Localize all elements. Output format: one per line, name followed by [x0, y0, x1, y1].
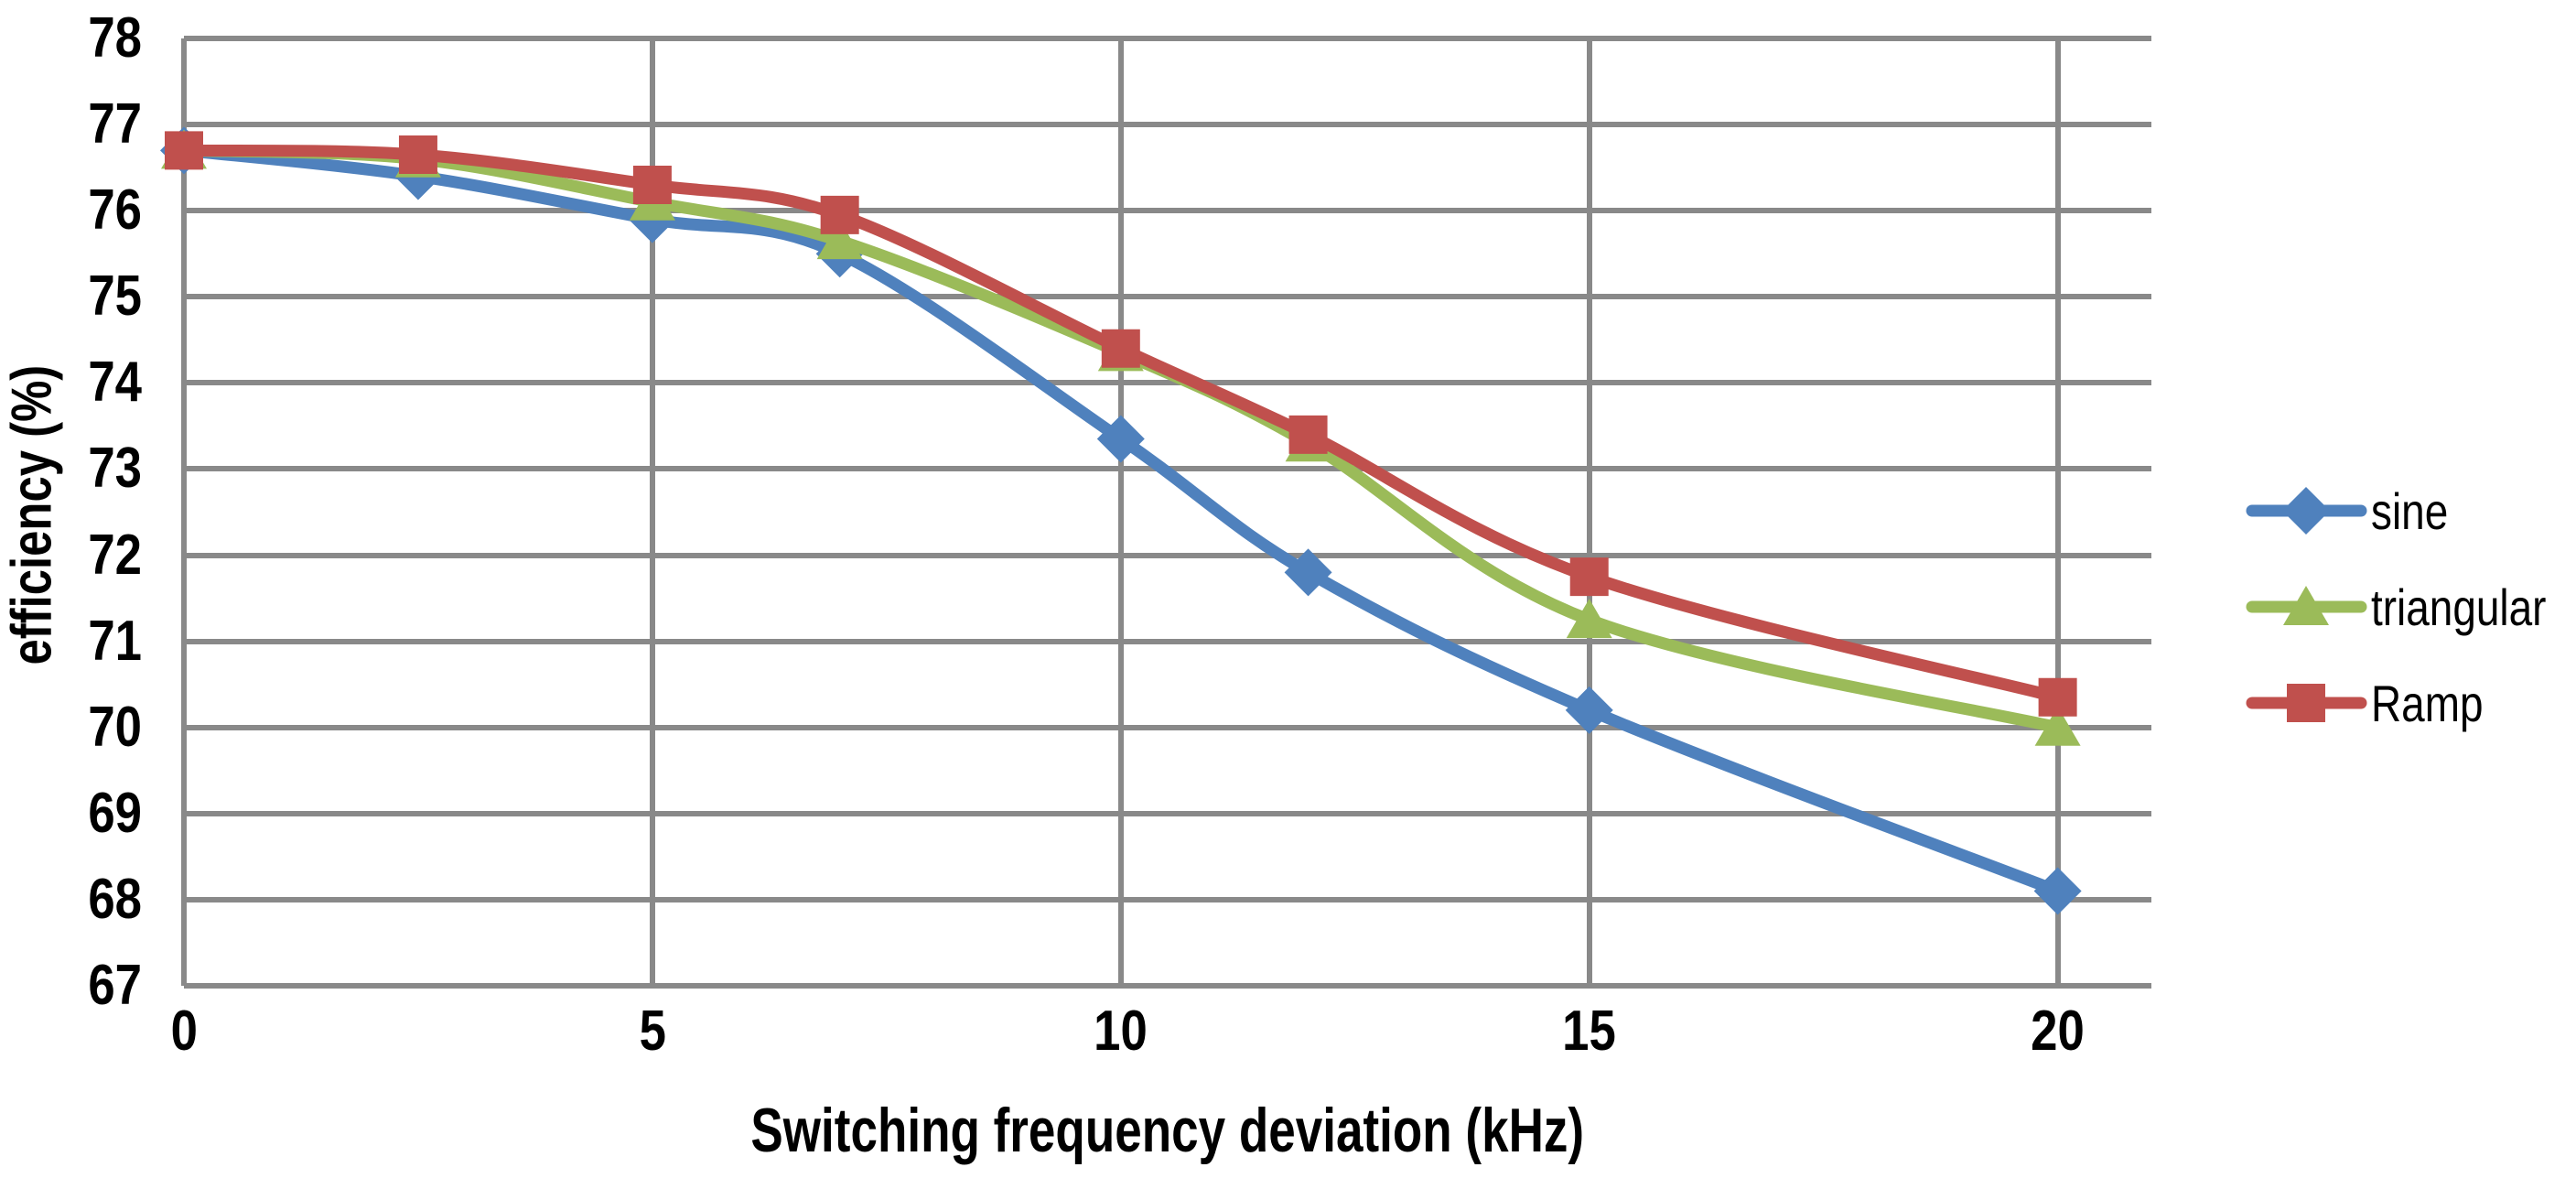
x-tick-label-20: 20: [1985, 1002, 2131, 1061]
x-tick-label-10: 10: [1048, 1002, 1194, 1061]
y-tick-label-69: 69: [0, 784, 142, 843]
series-layer: [160, 126, 2082, 915]
y-tick-label-text: 75: [88, 265, 142, 329]
gridline-y-70: [184, 724, 2151, 730]
y-tick-label-text: 67: [88, 954, 142, 1017]
legend-label-sine: sine: [2371, 481, 2449, 540]
y-tick-label-text: 72: [88, 523, 142, 587]
y-tick-label-78: 78: [0, 9, 142, 68]
legend-item-Ramp: Ramp: [2246, 674, 2507, 732]
Ramp-marker-square-x12: [1288, 415, 1328, 454]
gridline-x-15: [1586, 38, 1592, 986]
legend-item-sine: sine: [2246, 481, 2465, 540]
sine-marker-diamond-x20: [2033, 867, 2082, 915]
y-tick-label-text: 71: [88, 609, 142, 673]
legend-label-Ramp: Ramp: [2371, 674, 2484, 732]
y-tick-label-70: 70: [0, 695, 142, 759]
Ramp-marker-square-x2.5: [398, 135, 437, 175]
y-tick-label-text: 76: [88, 178, 142, 243]
gridline-x-5: [649, 38, 655, 986]
sine-marker-diamond-x12: [1284, 548, 1332, 597]
x-tick-label-text: 15: [1562, 1000, 1617, 1063]
gridline-y-72: [184, 552, 2151, 558]
x-tick-label-text: 5: [639, 1000, 666, 1063]
gridline-y-71: [184, 638, 2151, 644]
legend-marker-diamond-icon: [2246, 487, 2367, 535]
x-tick-label-text: 20: [2031, 1000, 2085, 1063]
y-axis-title-text: efficiency (%): [0, 365, 64, 665]
plot-area: [160, 36, 2151, 989]
x-tick-label-text: 0: [170, 1000, 198, 1063]
gridline-y-76: [184, 208, 2151, 214]
gridline-y-67: [184, 983, 2151, 989]
gridline-x-10: [1117, 38, 1124, 986]
Ramp-marker-square-x7: [820, 195, 859, 234]
y-tick-label-72: 72: [0, 523, 142, 587]
y-tick-label-text: 73: [88, 437, 142, 501]
y-tick-label-67: 67: [0, 956, 142, 1015]
y-tick-label-text: 68: [88, 867, 142, 931]
legend-label-triangular: triangular: [2371, 578, 2547, 636]
series-line-sine: [178, 144, 2064, 897]
gridline-y-74: [184, 380, 2151, 386]
gridline-y-77: [184, 122, 2151, 128]
y-axis-line: [181, 38, 187, 986]
triangular-marker-triangle-x20: [2034, 706, 2081, 746]
Ramp-marker-square-x5: [632, 165, 672, 204]
sine-marker-diamond-x15: [1565, 686, 1613, 734]
x-axis-title-text: Switching frequency deviation (kHz): [750, 1096, 1585, 1165]
y-tick-label-77: 77: [0, 95, 142, 154]
x-tick-label-0: 0: [111, 1002, 257, 1061]
y-tick-label-73: 73: [0, 439, 142, 498]
gridline-y-75: [184, 294, 2151, 300]
legend-marker-square-icon: [2246, 684, 2367, 722]
gridline-y-69: [184, 810, 2151, 816]
gridline-x-20: [2054, 38, 2061, 986]
Ramp-marker-square-x10: [1101, 329, 1140, 368]
Ramp-marker-square-x15: [1569, 557, 1609, 597]
y-tick-label-75: 75: [0, 267, 142, 326]
y-axis-title: efficiency (%): [1, 42, 65, 989]
legend-marker-sample: [2283, 586, 2329, 625]
y-tick-label-71: 71: [0, 609, 142, 673]
legend-marker-sample: [2287, 684, 2325, 722]
y-tick-label-text: 70: [88, 695, 142, 759]
sine-marker-diamond-x10: [1096, 415, 1145, 463]
y-tick-label-text: 77: [88, 92, 142, 157]
y-tick-label-76: 76: [0, 181, 142, 240]
gridline-y-68: [184, 896, 2151, 902]
x-tick-label-5: 5: [579, 1002, 726, 1061]
x-tick-label-15: 15: [1516, 1002, 1663, 1061]
x-axis-title: Switching frequency deviation (kHz): [184, 1095, 2151, 1166]
y-tick-label-text: 69: [88, 781, 142, 845]
y-tick-label-text: 74: [88, 351, 142, 415]
y-tick-label-text: 78: [88, 6, 142, 70]
triangular-marker-triangle-x15: [1566, 599, 1612, 639]
y-tick-label-74: 74: [0, 353, 142, 412]
series-line-Ramp: [178, 144, 2064, 704]
Ramp-marker-square-x0: [165, 131, 203, 170]
legend-marker-triangle-icon: [2246, 586, 2367, 625]
legend-item-triangular: triangular: [2246, 578, 2576, 636]
x-tick-label-text: 10: [1094, 1000, 1148, 1063]
gridline-y-78: [184, 36, 2151, 41]
legend-marker-sample: [2282, 487, 2330, 535]
Ramp-marker-square-x20: [2038, 677, 2077, 717]
triangular-marker-triangle-x7: [816, 220, 863, 260]
y-tick-label-68: 68: [0, 870, 142, 929]
